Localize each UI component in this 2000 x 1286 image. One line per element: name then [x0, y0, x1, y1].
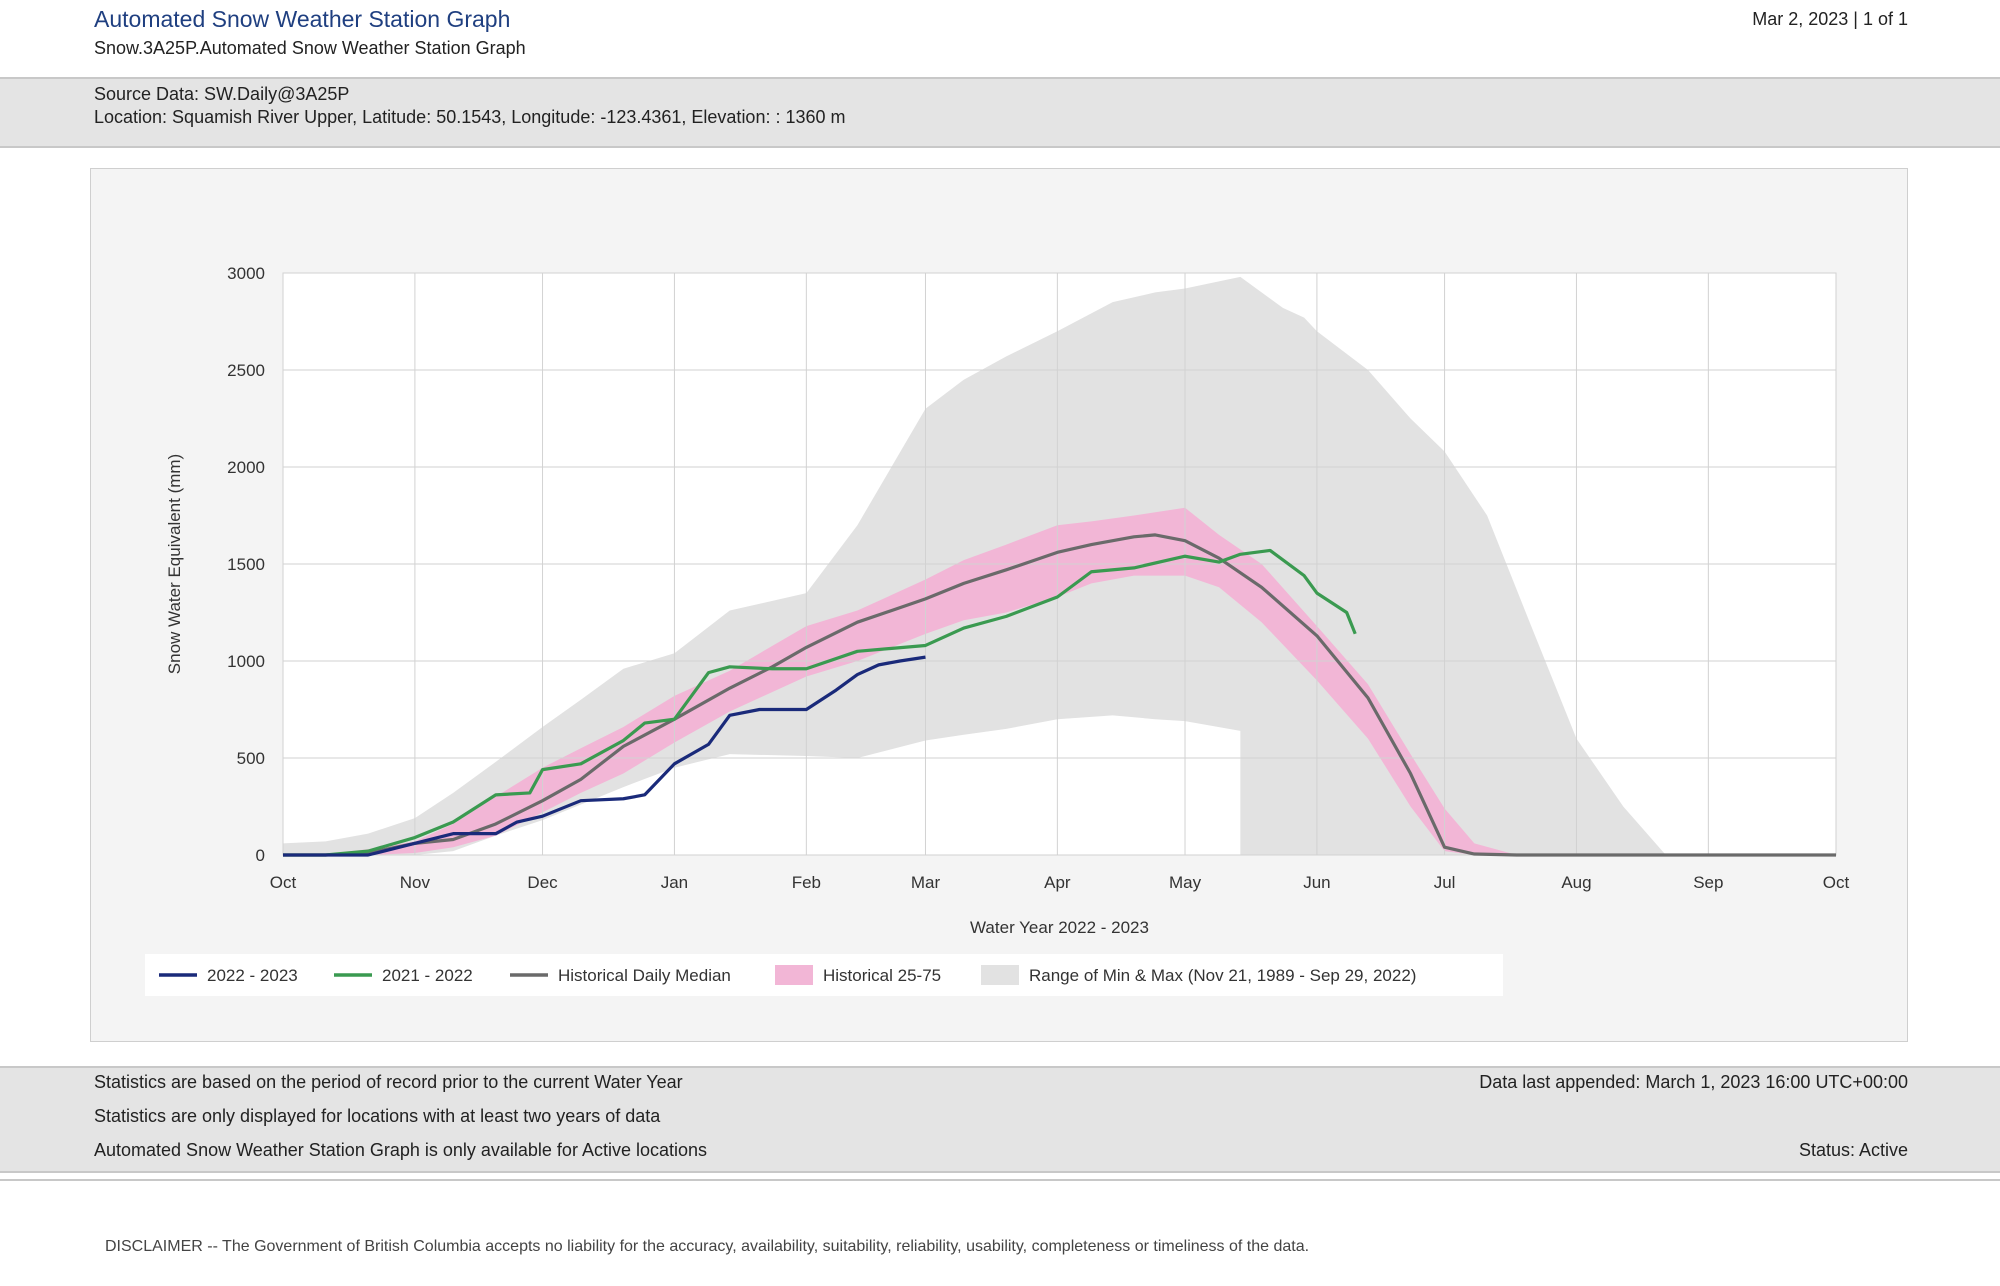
x-tick-label: Aug: [1561, 873, 1591, 892]
x-tick-label: Apr: [1044, 873, 1071, 892]
status-text: Status: Active: [1798, 1140, 1908, 1160]
note-min-years: Statistics are only displayed for locati…: [94, 1106, 661, 1126]
legend-label-minmax: Range of Min & Max (Nov 21, 1989 - Sep 2…: [1029, 966, 1416, 985]
chart-panel: 0 500 1000 1500 2000 2500 3000 Oct Nov Dec Jan Feb M…: [90, 168, 1908, 1042]
x-tick-label: Jun: [1303, 873, 1330, 892]
line-current: [283, 655, 926, 857]
source-info-band: Source Data: SW.Daily@3A25P Location: Sq…: [0, 77, 2000, 148]
notes-band: Statistics are based on the period of re…: [0, 1066, 2000, 1173]
legend-label-median: Historical Daily Median: [558, 966, 731, 985]
y-axis-title: Snow Water Equivalent (mm): [165, 454, 184, 674]
legend-label-pct25_75: Historical 25-75: [823, 966, 941, 985]
y-tick-label: 1000: [227, 652, 265, 671]
legend-label-current: 2022 - 2023: [207, 966, 298, 985]
y-tick-label: 2000: [227, 458, 265, 477]
note-period: Statistics are based on the period of re…: [94, 1072, 683, 1092]
y-tick-label: 3000: [227, 264, 265, 283]
x-tick-label: Mar: [911, 873, 941, 892]
x-tick-label: Jan: [661, 873, 688, 892]
x-tick-label: Dec: [527, 873, 558, 892]
legend-swatch-pct25_75: [775, 965, 813, 985]
location-text: Location: Squamish River Upper, Latitude…: [94, 107, 846, 127]
x-axis-title: Water Year 2022 - 2023: [970, 918, 1149, 937]
y-tick-label: 500: [237, 749, 265, 768]
x-tick-label: Feb: [792, 873, 821, 892]
x-tick-label: Jul: [1434, 873, 1456, 892]
line-previous: [283, 548, 1357, 857]
legend-label-previous: 2021 - 2022: [382, 966, 473, 985]
legend-swatch-minmax: [981, 965, 1019, 985]
x-tick-label: Nov: [400, 873, 431, 892]
source-data-text: Source Data: SW.Daily@3A25P: [94, 84, 350, 104]
note-active-only: Automated Snow Weather Station Graph is …: [94, 1140, 708, 1160]
line-median: [283, 533, 1836, 857]
last-appended-text: Data last appended: March 1, 2023 16:00 …: [1479, 1072, 1908, 1092]
swe-chart: 0 500 1000 1500 2000 2500 3000 Oct Nov Dec Jan Feb M…: [145, 264, 1850, 996]
section-divider: [0, 1179, 2000, 1181]
y-tick-label: 1500: [227, 555, 265, 574]
page-subtitle: Snow.3A25P.Automated Snow Weather Statio…: [94, 38, 526, 58]
date-page-label: Mar 2, 2023 | 1 of 1: [1752, 9, 1908, 29]
x-tick-label: Sep: [1693, 873, 1723, 892]
x-tick-label: Oct: [1823, 873, 1850, 892]
disclaimer-text: DISCLAIMER -- The Government of British …: [105, 1238, 1310, 1255]
page-title: Automated Snow Weather Station Graph: [94, 6, 511, 32]
y-tick-label: 0: [256, 846, 265, 865]
area-pct25_75: [283, 507, 1836, 855]
x-tick-label: May: [1169, 873, 1202, 892]
y-tick-label: 2500: [227, 361, 265, 380]
x-tick-label: Oct: [270, 873, 297, 892]
